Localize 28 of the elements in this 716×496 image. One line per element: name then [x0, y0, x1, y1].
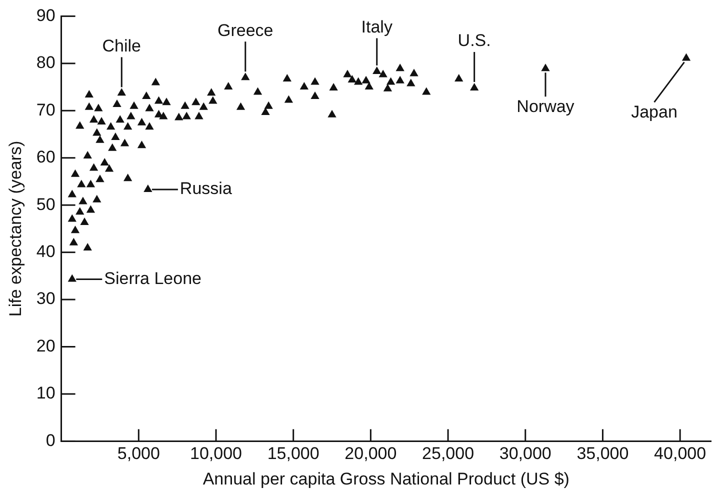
x-tick-label: 25,000	[422, 444, 474, 464]
y-tick-label: 90	[36, 6, 56, 25]
y-tick-label: 80	[36, 53, 56, 72]
y-tick-label: 10	[36, 384, 56, 403]
annotation: Russia	[180, 179, 232, 198]
annotation: U.S.	[458, 31, 491, 50]
annotation: Chile	[102, 36, 142, 56]
annotation: Japan	[631, 102, 678, 122]
y-tick-label: 50	[36, 194, 56, 214]
y-tick-label: 70	[36, 100, 56, 120]
y-tick-label: 30	[36, 289, 56, 308]
annotation: Italy	[361, 17, 393, 36]
x-tick-label: 5,000	[117, 444, 160, 464]
x-tick-label: 30,000	[499, 444, 552, 464]
x-tick-label: 10,000	[190, 444, 242, 464]
x-tick-label: 20,000	[344, 444, 397, 464]
x-tick-label: 15,000	[267, 444, 320, 464]
y-tick-label: 40	[36, 242, 56, 261]
annotation: Sierra Leone	[104, 268, 202, 288]
y-tick-label: 60	[36, 148, 56, 167]
y-axis-title: Life expectancy (years)	[6, 140, 25, 317]
x-axis-title: Annual per capita Gross National Product (US $)	[202, 469, 570, 488]
annotation: Greece	[218, 20, 274, 40]
y-tick-label: 20	[36, 336, 56, 356]
annotation: Norway	[516, 96, 575, 116]
x-tick-label: 40,000	[654, 444, 706, 464]
y-tick-label: 0	[46, 430, 56, 450]
x-tick-label: 35,000	[576, 444, 629, 464]
